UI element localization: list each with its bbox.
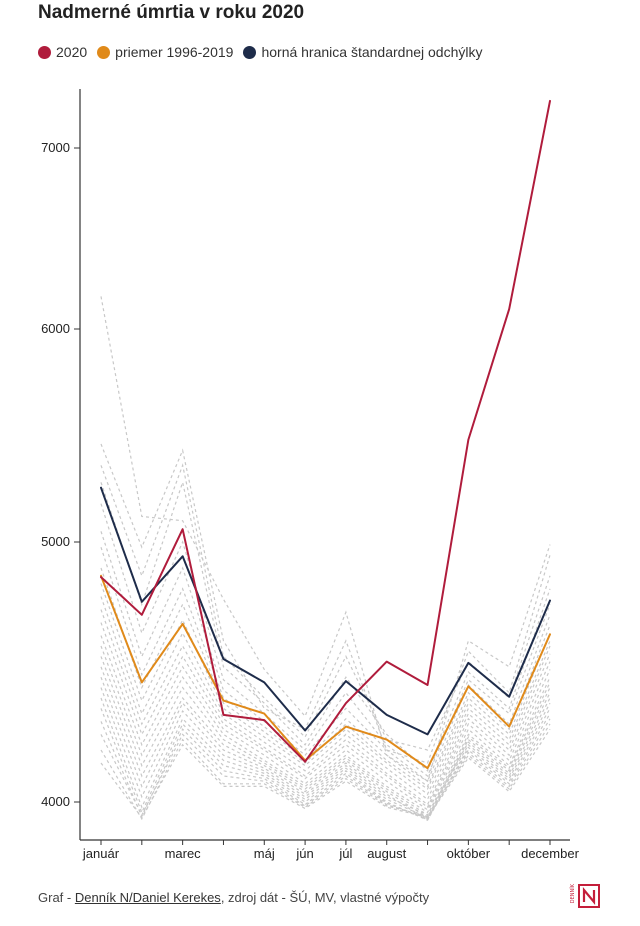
footer-prefix: Graf -: [38, 890, 75, 905]
series-line-average[interactable]: [100, 574, 551, 770]
x-tick-label-8: august: [367, 846, 406, 861]
legend-dot-upper-bound: [243, 45, 257, 59]
x-tick-label-10: október: [447, 846, 491, 861]
background-year-line-19: [100, 697, 551, 819]
author-link[interactable]: Denník N/Daniel Kerekes: [74, 890, 221, 905]
legend-label-upper-bound: horná hranica štandardnej odchýlky: [261, 44, 483, 60]
background-year-line-7: [100, 547, 551, 788]
y-tick-label-4000: 4000: [41, 794, 70, 809]
background-year-line-16: [100, 666, 551, 819]
series-line-2020[interactable]: [100, 99, 551, 763]
series-line-upper-bound[interactable]: [100, 486, 551, 736]
footer-suffix: , zdroj dát - ŠÚ, MV, vlastné výpočty: [220, 890, 430, 905]
x-tick-label-5: máj: [254, 846, 275, 861]
legend-item-upper-bound[interactable]: horná hranica štandardnej odchýlky: [243, 44, 482, 60]
legend-label-2020: 2020: [56, 44, 88, 60]
chart-title: Nadmerné úmrtia v roku 2020: [38, 2, 305, 23]
background-year-line-2: [100, 443, 551, 764]
legend-label-average: priemer 1996-2019: [115, 44, 234, 60]
line-chart: 4000 5000 6000 7000 január marec máj jún júl augu…: [41, 89, 580, 861]
background-year-line-21: [100, 713, 551, 820]
background-year-line-13: [100, 635, 551, 811]
y-tick-label-5000: 5000: [41, 534, 70, 549]
background-year-line-17: [100, 676, 551, 822]
y-tick-label-6000: 6000: [41, 321, 70, 336]
legend-dot-2020: [38, 45, 51, 59]
background-year-line-10: [100, 596, 551, 801]
background-year-line-9: [100, 583, 551, 796]
background-year-line-20: [100, 708, 551, 821]
legend: 2020 priemer 1996-2019 horná hranica šta…: [38, 44, 492, 60]
logo-side-text: DENNÍK: [570, 884, 576, 904]
x-tick-label-3: marec: [165, 846, 202, 861]
background-year-line-1: [100, 296, 551, 783]
background-year-line-8: [100, 567, 551, 790]
legend-dot-average: [97, 45, 111, 59]
background-year-line-15: [100, 656, 551, 816]
background-year-line-5: [100, 503, 551, 777]
x-tick-label-12: december: [521, 846, 579, 861]
y-tick-label-7000: 7000: [41, 140, 70, 155]
background-year-line-14: [100, 645, 551, 814]
legend-item-average[interactable]: priemer 1996-2019: [97, 44, 233, 60]
x-tick-label-7: júl: [338, 846, 352, 861]
x-tick-label-6: jún: [295, 846, 313, 861]
dennik-n-logo[interactable]: [578, 884, 600, 908]
footer-credit: Graf - Denník N/Daniel Kerekes, zdroj dá…: [38, 890, 429, 905]
background-year-line-24: [100, 728, 551, 819]
legend-item-2020[interactable]: 2020: [38, 44, 87, 60]
background-year-line-12: [100, 622, 551, 809]
x-tick-label-1: január: [82, 846, 120, 861]
background-year-line-23: [100, 723, 551, 821]
background-year-line-11: [100, 609, 551, 806]
background-year-line-4: [100, 480, 551, 772]
